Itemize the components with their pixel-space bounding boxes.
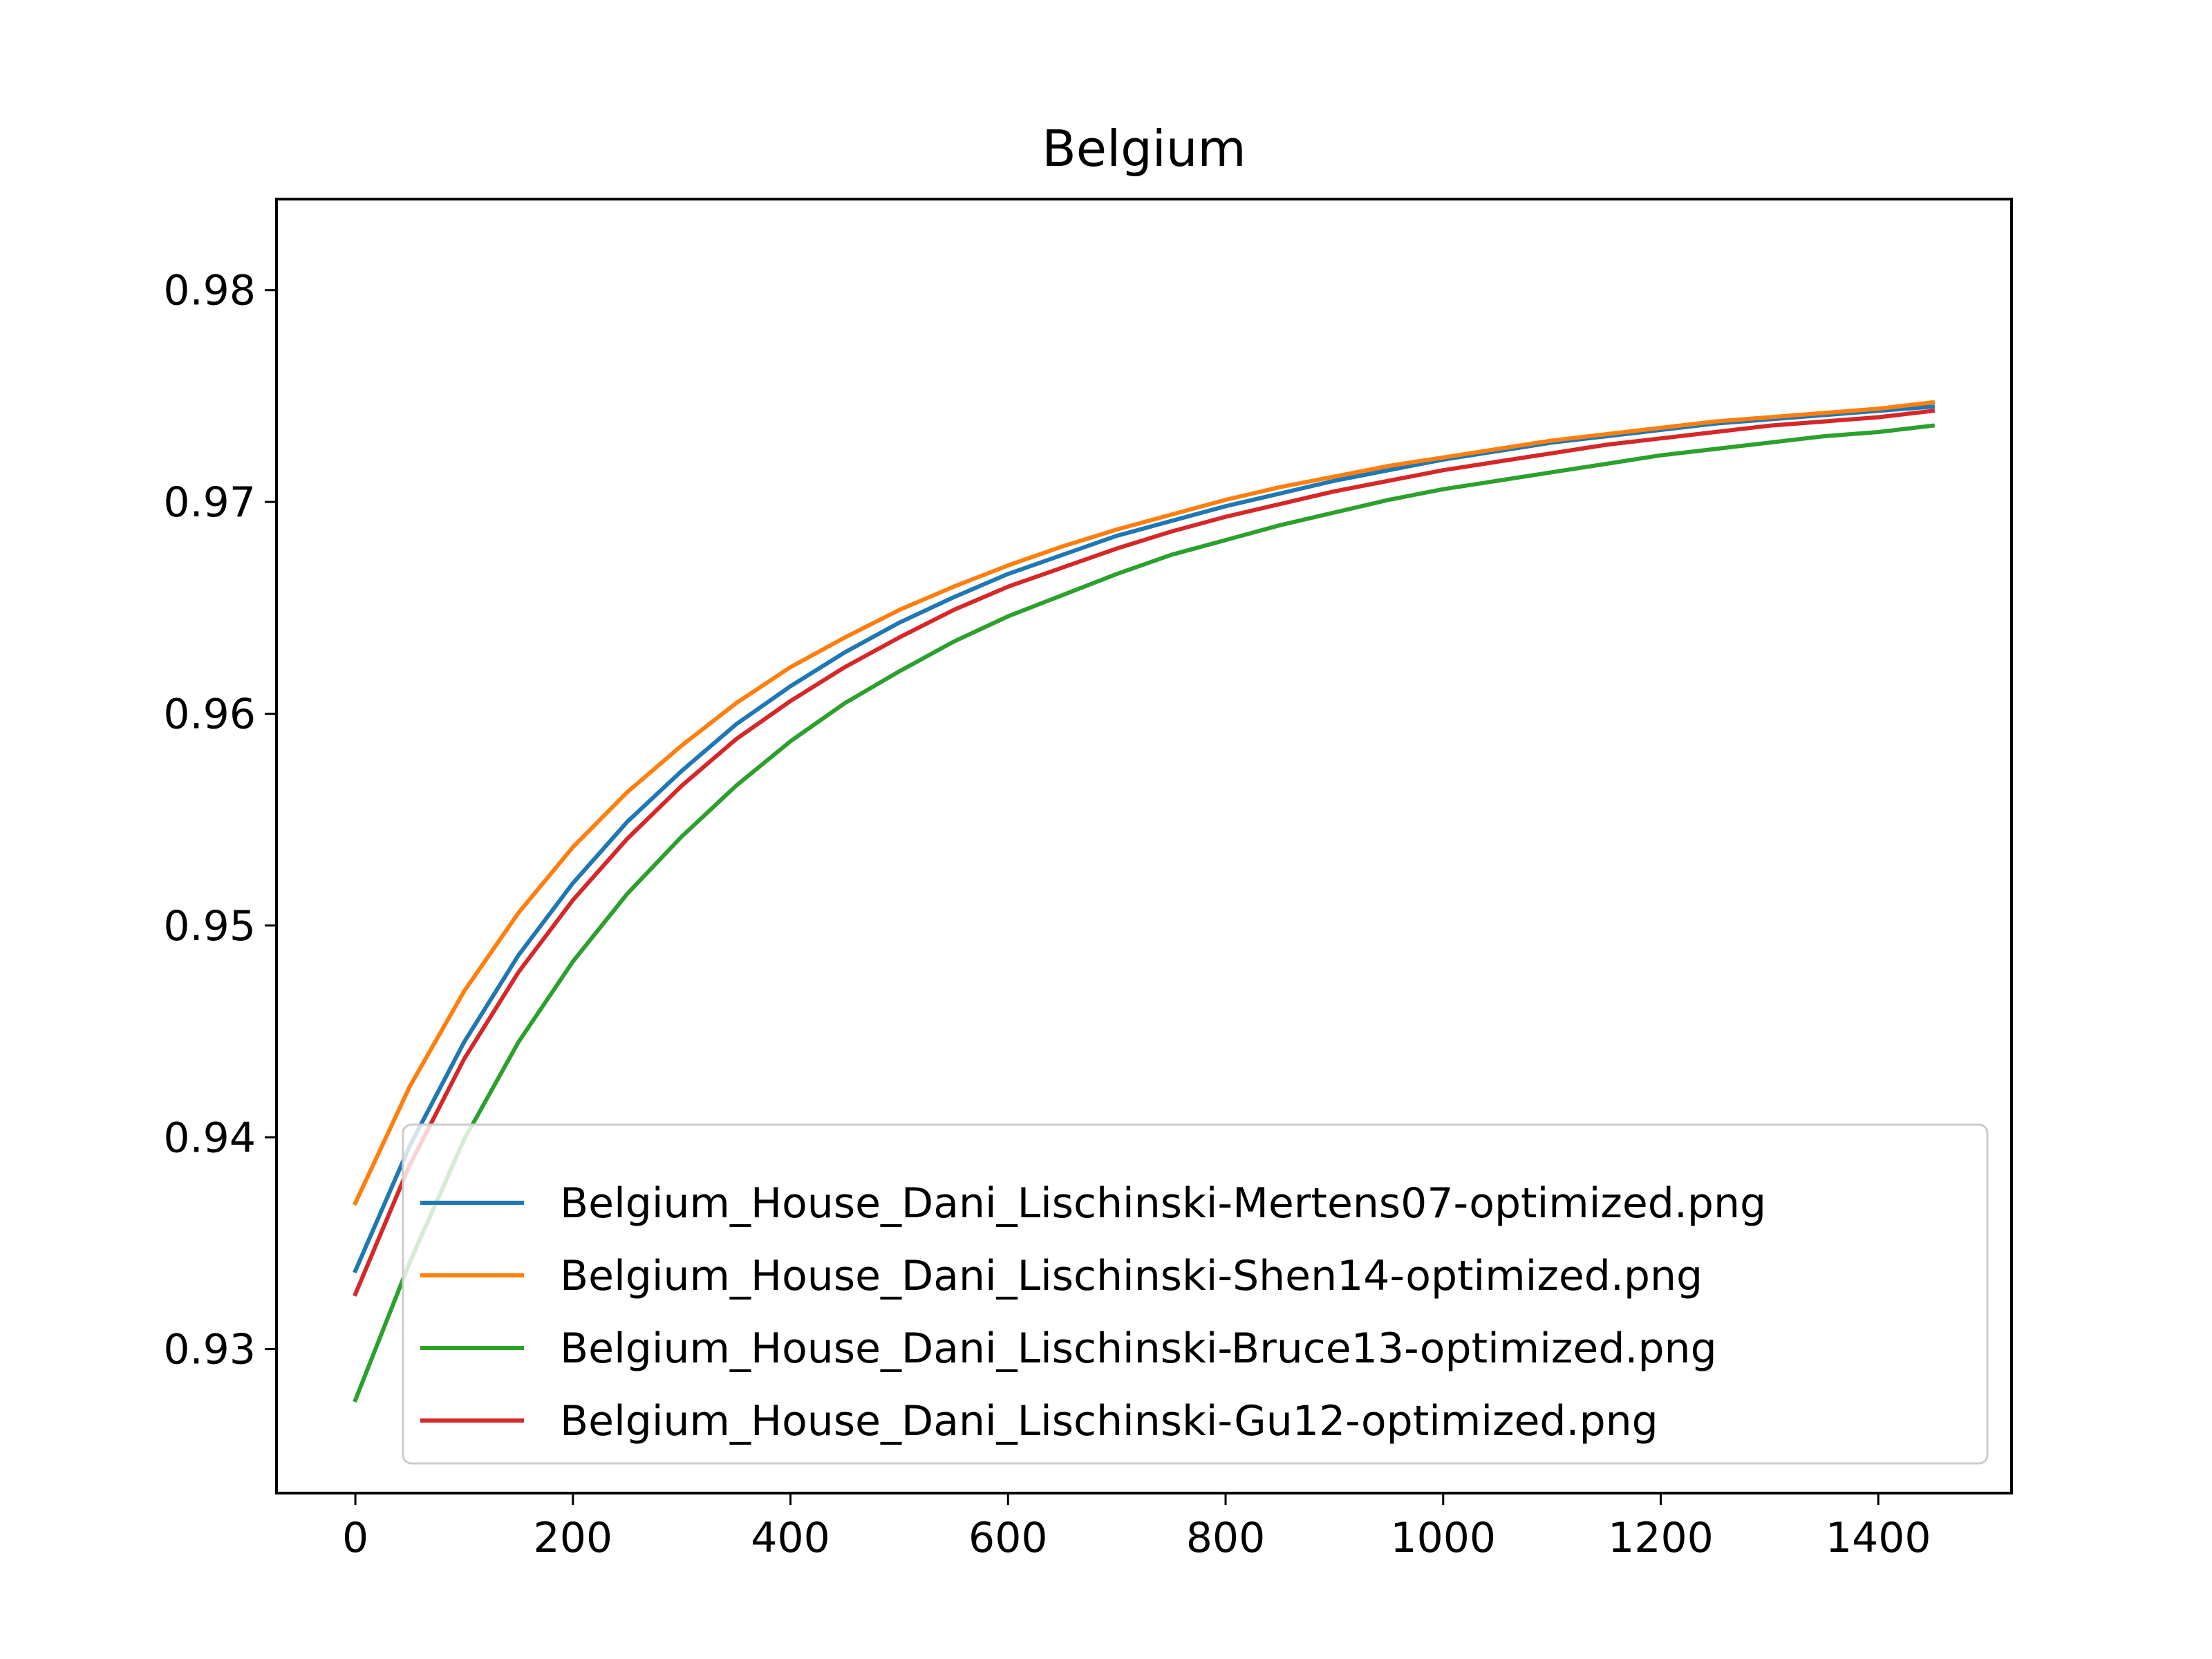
y-tick-label: 0.93 (163, 1326, 256, 1374)
legend-label: Belgium_House_Dani_Lischinski-Gu12-optim… (560, 1397, 1658, 1445)
plot-frame (275, 198, 2013, 1494)
legend: Belgium_House_Dani_Lischinski-Mertens07-… (402, 1123, 1989, 1465)
series-line-4 (353, 409, 1936, 1297)
legend-label: Belgium_House_Dani_Lischinski-Mertens07-… (560, 1179, 1766, 1228)
y-tick-label: 0.98 (163, 267, 256, 315)
series-line-2 (353, 400, 1936, 1206)
y-tick-label: 0.97 (163, 478, 256, 527)
legend-label: Belgium_House_Dani_Lischinski-Bruce13-op… (560, 1324, 1717, 1373)
x-tick-label: 1000 (1390, 1514, 1496, 1562)
legend-box (402, 1123, 1989, 1465)
y-tick-label: 0.94 (163, 1114, 256, 1162)
x-axis: 0 200 400 600 800 1000 1200 1400 (342, 1493, 1931, 1562)
x-tick-label: 600 (968, 1514, 1048, 1562)
y-axis: 0.93 0.94 0.95 0.96 0.97 0.98 (163, 267, 276, 1374)
x-tick-label: 200 (534, 1514, 613, 1562)
x-tick-label: 1400 (1826, 1514, 1931, 1562)
x-tick-label: 400 (751, 1514, 830, 1562)
series-line-3 (353, 423, 1936, 1403)
legend-label: Belgium_House_Dani_Lischinski-Shen14-opt… (560, 1252, 1703, 1300)
series-line-1 (353, 404, 1936, 1274)
x-tick-label: 0 (342, 1514, 368, 1562)
y-tick-label: 0.96 (163, 691, 256, 739)
chart-title: Belgium (1042, 120, 1246, 178)
x-tick-label: 1200 (1608, 1514, 1714, 1562)
x-tick-label: 800 (1186, 1514, 1266, 1562)
series-group (353, 400, 1936, 1403)
y-tick-label: 0.95 (163, 902, 256, 950)
